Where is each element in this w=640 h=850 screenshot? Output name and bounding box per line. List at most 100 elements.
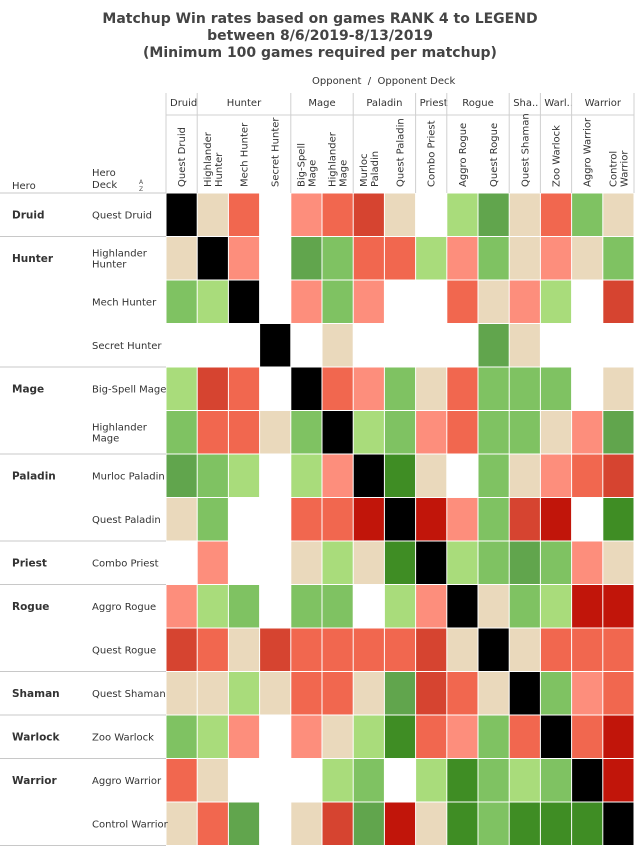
heatmap-cell[interactable] [603, 628, 634, 672]
heatmap-cell[interactable] [322, 324, 353, 367]
heatmap-cell[interactable] [291, 715, 322, 759]
heatmap-cell[interactable] [384, 715, 416, 759]
heatmap-cell[interactable] [478, 193, 509, 237]
heatmap-cell[interactable] [509, 585, 540, 628]
heatmap-cell[interactable] [509, 498, 540, 541]
heatmap-cell[interactable] [416, 498, 447, 541]
heatmap-cell[interactable] [353, 585, 384, 628]
heatmap-cell[interactable] [260, 411, 291, 454]
heatmap-cell[interactable] [384, 237, 416, 280]
heatmap-cell[interactable] [291, 237, 322, 280]
heatmap-cell[interactable] [603, 237, 634, 280]
heatmap-cell[interactable] [166, 759, 197, 802]
heatmap-cell[interactable] [228, 280, 260, 324]
heatmap-cell[interactable] [353, 541, 384, 585]
heatmap-cell[interactable] [572, 454, 603, 498]
heatmap-cell[interactable] [291, 367, 322, 411]
heatmap-cell[interactable] [353, 802, 384, 846]
heatmap-cell[interactable] [478, 759, 509, 802]
heatmap-cell[interactable] [291, 585, 322, 628]
heatmap-cell[interactable] [322, 715, 353, 759]
heatmap-cell[interactable] [478, 324, 509, 367]
heatmap-cell[interactable] [197, 802, 228, 846]
heatmap-cell[interactable] [166, 498, 197, 541]
heatmap-cell[interactable] [384, 324, 416, 367]
heatmap-cell[interactable] [540, 324, 572, 367]
heatmap-cell[interactable] [384, 498, 416, 541]
heatmap-cell[interactable] [478, 367, 509, 411]
heatmap-cell[interactable] [572, 759, 603, 802]
heatmap-cell[interactable] [447, 237, 478, 280]
heatmap-cell[interactable] [572, 193, 603, 237]
heatmap-cell[interactable] [384, 280, 416, 324]
heatmap-cell[interactable] [540, 193, 572, 237]
heatmap-cell[interactable] [603, 324, 634, 367]
heatmap-cell[interactable] [572, 585, 603, 628]
heatmap-cell[interactable] [353, 498, 384, 541]
heatmap-cell[interactable] [478, 237, 509, 280]
heatmap-cell[interactable] [197, 237, 228, 280]
heatmap-cell[interactable] [260, 541, 291, 585]
heatmap-cell[interactable] [416, 541, 447, 585]
heatmap-cell[interactable] [384, 454, 416, 498]
heatmap-cell[interactable] [228, 498, 260, 541]
heatmap-cell[interactable] [572, 541, 603, 585]
heatmap-cell[interactable] [166, 237, 197, 280]
heatmap-cell[interactable] [447, 628, 478, 672]
heatmap-cell[interactable] [228, 672, 260, 715]
heatmap-cell[interactable] [197, 324, 228, 367]
heatmap-cell[interactable] [197, 280, 228, 324]
heatmap-cell[interactable] [416, 367, 447, 411]
heatmap-cell[interactable] [572, 672, 603, 715]
heatmap-cell[interactable] [384, 585, 416, 628]
heatmap-cell[interactable] [478, 802, 509, 846]
heatmap-cell[interactable] [260, 585, 291, 628]
heatmap-cell[interactable] [291, 802, 322, 846]
heatmap-cell[interactable] [509, 367, 540, 411]
heatmap-cell[interactable] [416, 802, 447, 846]
heatmap-cell[interactable] [603, 280, 634, 324]
heatmap-cell[interactable] [447, 411, 478, 454]
heatmap-cell[interactable] [197, 411, 228, 454]
heatmap-cell[interactable] [291, 193, 322, 237]
heatmap-cell[interactable] [322, 541, 353, 585]
heatmap-cell[interactable] [260, 237, 291, 280]
heatmap-cell[interactable] [540, 367, 572, 411]
heatmap-cell[interactable] [384, 802, 416, 846]
heatmap-cell[interactable] [572, 280, 603, 324]
heatmap-cell[interactable] [478, 585, 509, 628]
heatmap-cell[interactable] [540, 280, 572, 324]
heatmap-cell[interactable] [447, 367, 478, 411]
heatmap-cell[interactable] [540, 715, 572, 759]
heatmap-cell[interactable] [197, 672, 228, 715]
heatmap-cell[interactable] [260, 454, 291, 498]
heatmap-cell[interactable] [166, 280, 197, 324]
heatmap-cell[interactable] [540, 759, 572, 802]
heatmap-cell[interactable] [478, 280, 509, 324]
heatmap-cell[interactable] [353, 280, 384, 324]
heatmap-cell[interactable] [260, 280, 291, 324]
heatmap-cell[interactable] [509, 454, 540, 498]
heatmap-cell[interactable] [572, 411, 603, 454]
heatmap-cell[interactable] [228, 759, 260, 802]
heatmap-cell[interactable] [228, 454, 260, 498]
heatmap-cell[interactable] [322, 237, 353, 280]
heatmap-cell[interactable] [322, 628, 353, 672]
heatmap-cell[interactable] [447, 280, 478, 324]
heatmap-cell[interactable] [260, 628, 291, 672]
heatmap-cell[interactable] [572, 715, 603, 759]
heatmap-cell[interactable] [478, 454, 509, 498]
heatmap-cell[interactable] [228, 715, 260, 759]
heatmap-cell[interactable] [478, 541, 509, 585]
heatmap-cell[interactable] [416, 237, 447, 280]
heatmap-cell[interactable] [291, 280, 322, 324]
heatmap-cell[interactable] [603, 498, 634, 541]
heatmap-cell[interactable] [228, 628, 260, 672]
heatmap-cell[interactable] [291, 628, 322, 672]
heatmap-cell[interactable] [384, 759, 416, 802]
heatmap-cell[interactable] [260, 715, 291, 759]
heatmap-cell[interactable] [197, 759, 228, 802]
heatmap-cell[interactable] [322, 411, 353, 454]
heatmap-cell[interactable] [291, 541, 322, 585]
heatmap-cell[interactable] [416, 324, 447, 367]
